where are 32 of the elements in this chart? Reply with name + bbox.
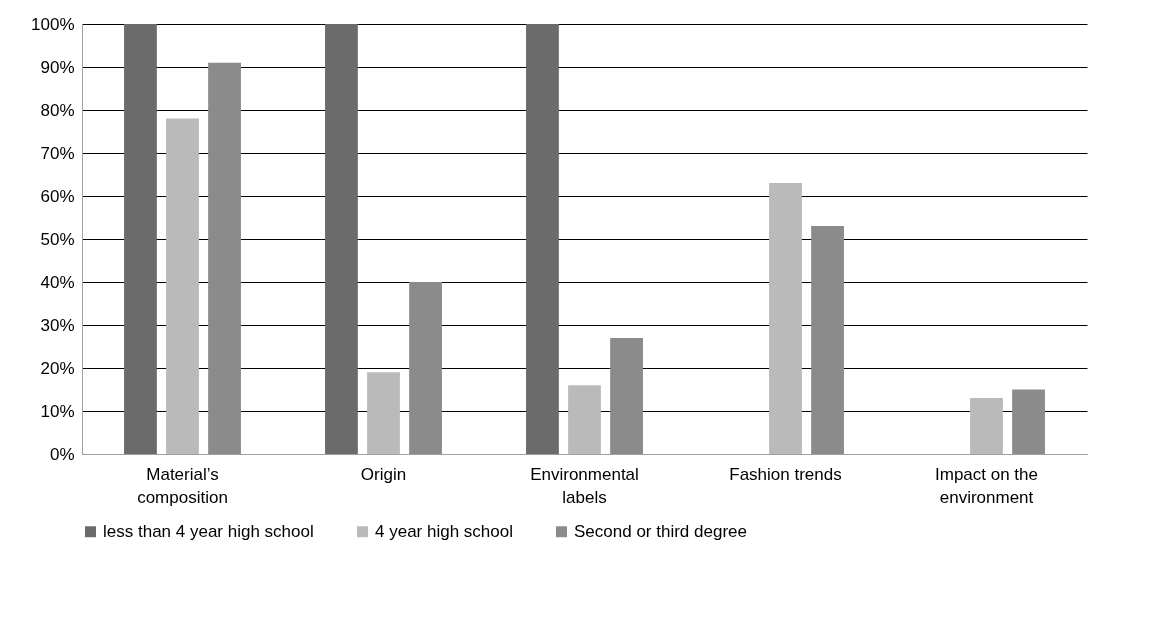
bar (526, 24, 559, 454)
bar (811, 226, 844, 454)
legend-label: 4 year high school (375, 521, 513, 541)
y-tick-label: 60% (40, 186, 75, 206)
bar (610, 337, 643, 454)
bar (208, 62, 241, 454)
bar (124, 24, 157, 454)
legend-label: Second or third degree (574, 521, 747, 541)
bar (1012, 389, 1045, 454)
legend-label: less than 4 year high school (103, 521, 314, 541)
y-tick-label: 20% (40, 358, 75, 378)
y-tick-label: 70% (40, 143, 75, 163)
x-tick-label: Impact on the environment (934, 464, 1039, 507)
bar (769, 183, 802, 454)
bar (568, 385, 601, 454)
x-tick-label: Material’s composition (137, 464, 228, 507)
y-tick-label: 90% (40, 57, 75, 77)
y-tick-label: 10% (40, 401, 75, 421)
bar (367, 372, 400, 454)
bar (409, 282, 442, 454)
bar (325, 24, 358, 454)
y-tick-label: 80% (40, 100, 75, 120)
bar (970, 398, 1003, 454)
x-tick-label: Fashion trends (729, 464, 842, 484)
x-tick-label: Environmental labels (530, 464, 639, 507)
x-tick-label: Origin (360, 464, 407, 484)
y-tick-label: 0% (49, 444, 75, 464)
y-tick-label: 50% (40, 229, 75, 249)
bar (166, 118, 199, 454)
y-tick-label: 100% (31, 14, 75, 34)
y-tick-label: 30% (40, 315, 75, 335)
y-tick-label: 40% (40, 272, 75, 292)
